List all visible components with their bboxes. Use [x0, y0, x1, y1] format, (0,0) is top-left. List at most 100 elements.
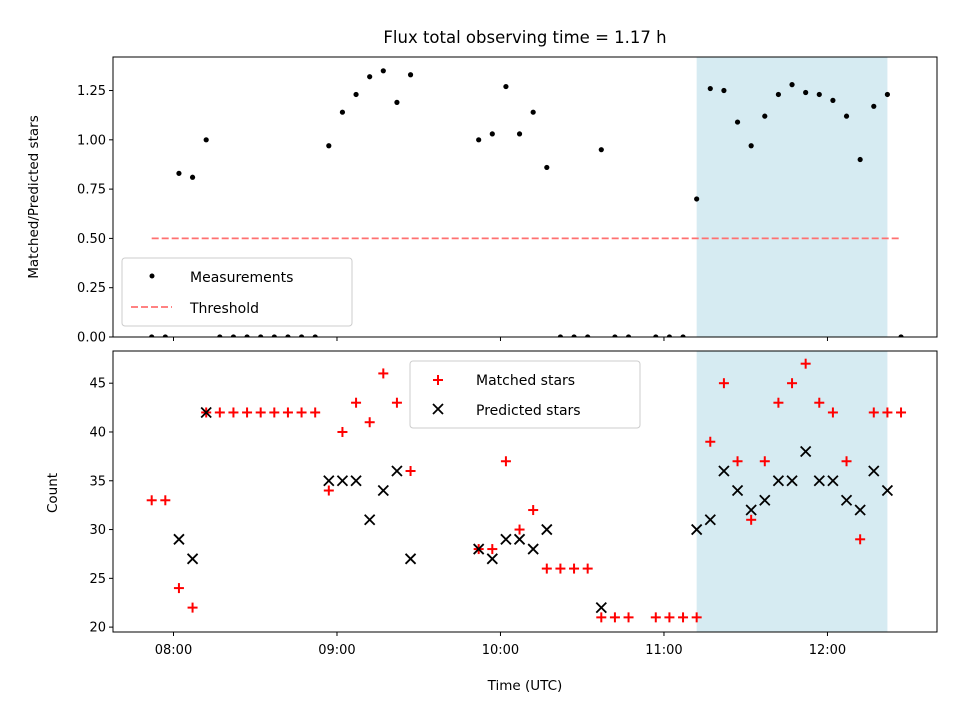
predicted-star-point — [827, 475, 839, 487]
measurement-point — [789, 82, 795, 88]
legend-threshold-label: Threshold — [189, 301, 259, 317]
predicted-star-point — [513, 533, 526, 545]
predicted-star-point — [350, 475, 362, 487]
predicted-star-point — [486, 553, 498, 565]
matched-star-point — [664, 612, 675, 623]
matched-star-point — [351, 397, 362, 408]
chart-title: Flux total observing time = 1.17 h — [383, 28, 666, 47]
predicted-star-point — [731, 484, 744, 497]
measurement-point — [258, 334, 264, 337]
matched-star-point — [582, 563, 593, 574]
matched-star-point — [746, 514, 757, 525]
measurement-point — [244, 334, 250, 337]
measurement-point — [734, 119, 741, 125]
predicted-star-stroke — [364, 514, 376, 526]
count-points — [146, 358, 907, 623]
counts-legend-box — [409, 360, 641, 429]
measurement-point — [285, 334, 291, 337]
matched-star-point — [773, 397, 784, 408]
counts-legend: Matched stars Predicted stars — [409, 360, 641, 429]
measurement-point — [585, 334, 591, 337]
counts-panel: 20 25 30 35 40 45 08:00 09:00 10:00 11:00 12:00 C… — [45, 350, 938, 694]
predicted-star-point — [336, 475, 349, 487]
measurement-point — [598, 147, 604, 153]
measurement-point — [176, 170, 182, 176]
matched-star-point — [228, 407, 239, 418]
matched-star-point — [541, 563, 552, 574]
measurement-point — [298, 334, 305, 337]
legend-predicted-label: Predicted stars — [476, 403, 581, 419]
predicted-star-point — [173, 533, 185, 545]
counts-y-tick-label: 30 — [89, 523, 106, 538]
measurement-point — [625, 334, 632, 337]
ratio-y-tick-label: 0.25 — [77, 281, 106, 296]
predicted-star-point — [364, 514, 376, 526]
predicted-star-point — [813, 475, 825, 487]
matched-star-point — [282, 407, 293, 418]
matched-star-point — [296, 407, 307, 418]
predicted-star-point — [186, 553, 199, 565]
legend-matched-label: Matched stars — [476, 373, 575, 389]
matched-star-point — [868, 407, 879, 418]
matched-star-point — [691, 612, 702, 623]
legend-predicted-marker — [432, 403, 444, 415]
matched-star-point — [337, 426, 348, 437]
counts-y-tick-label: 45 — [89, 377, 106, 392]
matched-star-point — [187, 602, 198, 613]
matched-star-point — [500, 456, 511, 467]
measurement-point — [339, 109, 346, 115]
predicted-star-stroke — [691, 523, 703, 536]
predicted-star-stroke — [786, 475, 798, 487]
measurement-point — [162, 334, 168, 337]
x-axis-label: Time (UTC) — [487, 678, 563, 694]
measurement-point — [271, 334, 277, 337]
predicted-star-stroke — [473, 543, 485, 555]
predicted-star-stroke — [377, 484, 389, 497]
predicted-star-point — [759, 494, 771, 506]
measurement-point — [312, 334, 318, 337]
predicted-star-point — [691, 523, 703, 536]
predicted-star-stroke — [350, 475, 362, 487]
measurement-point — [380, 68, 386, 74]
matched-star-point — [882, 407, 893, 418]
ratio-y-tick-label: 1.25 — [77, 84, 106, 99]
measurement-point — [843, 113, 850, 119]
legend-matched-marker — [433, 375, 443, 385]
ratio-x-ticks — [172, 337, 828, 341]
predicted-star-point — [500, 533, 512, 545]
matched-star-point — [269, 407, 280, 418]
counts-plot-frame — [112, 350, 938, 633]
predicted-star-point — [718, 465, 730, 477]
matched-star-point — [146, 495, 157, 506]
predicted-star-stroke — [500, 533, 512, 545]
predicted-star-point — [800, 445, 812, 458]
predicted-star-stroke — [813, 475, 825, 487]
measurement-point — [721, 87, 727, 94]
ratio-legend: Measurements Threshold — [121, 257, 353, 327]
ratio-y-tick-label: 1.00 — [77, 133, 106, 148]
predicted-star-stroke — [541, 523, 553, 536]
predicted-star-stroke — [173, 533, 185, 545]
measurement-point — [571, 334, 577, 337]
measurement-point — [612, 334, 618, 337]
predicted-star-point — [541, 523, 553, 536]
matched-star-point — [800, 358, 811, 369]
predicted-star-stroke — [827, 475, 839, 487]
ratio-plot-frame — [112, 56, 938, 338]
measurement-point — [680, 334, 686, 337]
matched-star-point — [255, 407, 266, 418]
predicted-star-stroke — [759, 494, 771, 506]
predicted-star-stroke — [731, 484, 744, 497]
matched-star-point — [391, 397, 402, 408]
counts-y-tick-label: 40 — [89, 425, 106, 440]
matched-star-point — [623, 612, 634, 623]
predicted-star-point — [377, 484, 389, 497]
measurement-point — [407, 72, 414, 78]
matched-star-point — [896, 407, 907, 418]
measurement-point — [326, 143, 332, 149]
matched-star-point — [323, 485, 334, 496]
predicted-star-stroke — [745, 504, 757, 516]
ratio-y-tick-label: 0.00 — [77, 331, 106, 346]
predicted-star-stroke — [881, 484, 894, 497]
predicted-star-point — [323, 475, 335, 487]
